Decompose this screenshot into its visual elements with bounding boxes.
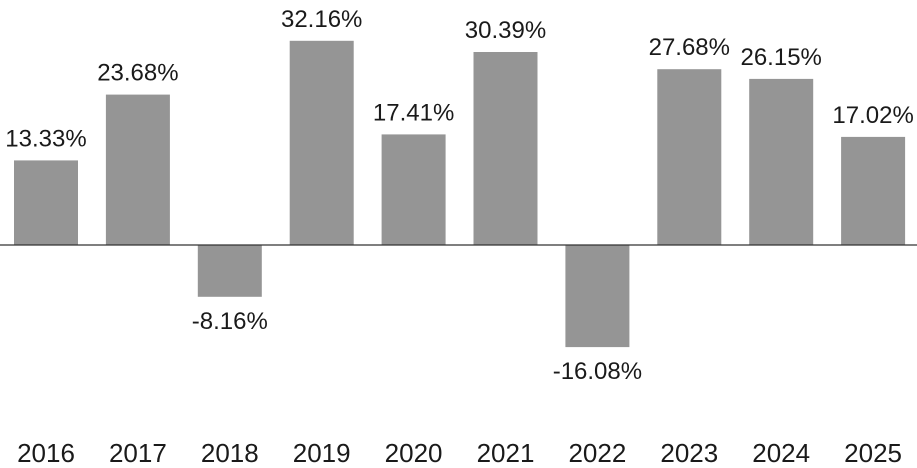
value-label-2018: -8.16% xyxy=(192,308,268,335)
category-label-2016: 2016 xyxy=(17,438,75,468)
value-labels-group: 13.33% 23.68% -8.16% 32.16% 17.41% 30.39% -16.… xyxy=(5,6,914,385)
bar-2024 xyxy=(749,78,814,246)
category-label-2020: 2020 xyxy=(385,438,443,468)
bar-2021 xyxy=(473,52,538,245)
bar-2017 xyxy=(105,94,170,245)
category-label-2018: 2018 xyxy=(201,438,259,468)
category-label-2017: 2017 xyxy=(109,438,167,468)
bar-2019 xyxy=(289,40,354,245)
category-label-2024: 2024 xyxy=(752,438,810,468)
bar-2025 xyxy=(841,136,906,245)
bar-2020 xyxy=(381,134,446,245)
category-label-2025: 2025 xyxy=(844,438,902,468)
category-labels-group: 2016 2017 2018 2019 2020 2021 2022 2023 2024 2025 xyxy=(17,438,902,468)
category-label-2021: 2021 xyxy=(477,438,535,468)
value-label-2019: 32.16% xyxy=(281,6,362,33)
bar-2022 xyxy=(565,245,630,348)
bar-2016 xyxy=(14,160,78,245)
bars-group xyxy=(14,40,906,348)
value-label-2017: 23.68% xyxy=(97,60,178,87)
bar-2018 xyxy=(197,245,262,297)
value-label-2022: -16.08% xyxy=(553,358,642,385)
value-label-2021: 30.39% xyxy=(465,17,546,44)
category-label-2019: 2019 xyxy=(293,438,351,468)
bar-2023 xyxy=(657,69,722,245)
category-label-2022: 2022 xyxy=(568,438,626,468)
value-label-2016: 13.33% xyxy=(5,125,86,152)
category-label-2023: 2023 xyxy=(660,438,718,468)
value-label-2023: 27.68% xyxy=(649,34,730,61)
value-label-2025: 17.02% xyxy=(832,102,913,129)
value-label-2020: 17.41% xyxy=(373,99,454,126)
value-label-2024: 26.15% xyxy=(740,44,821,71)
